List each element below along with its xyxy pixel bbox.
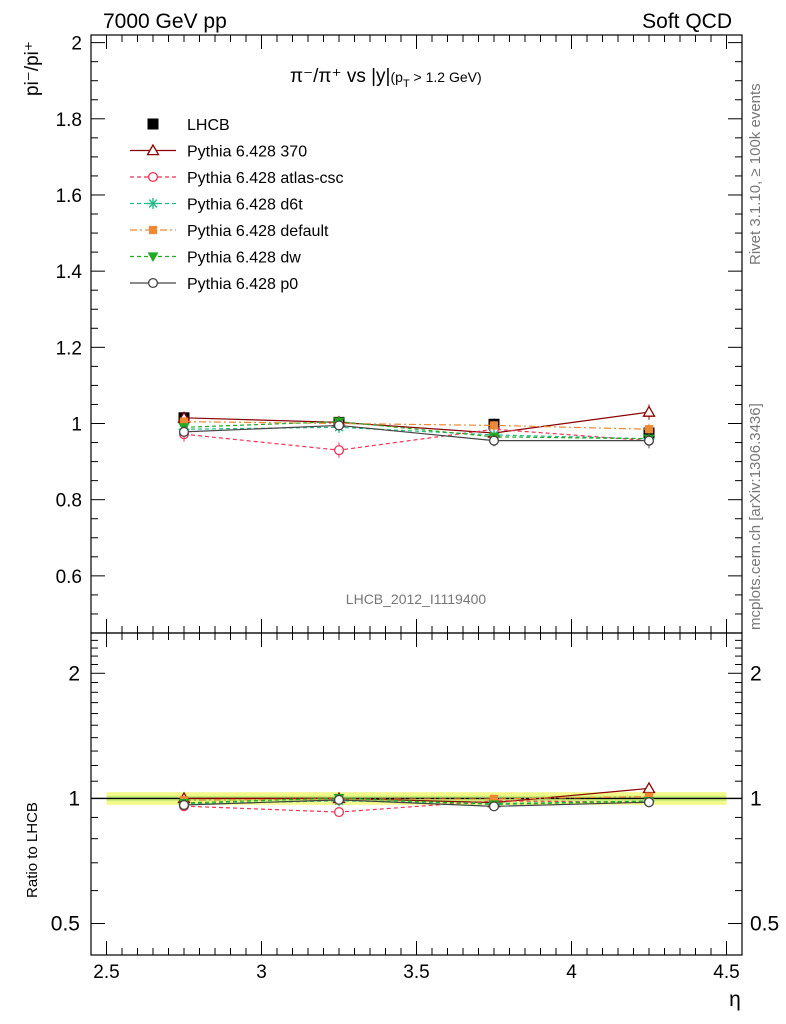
ratio-series-5 <box>178 794 655 812</box>
x-tick-label: 3 <box>256 962 267 983</box>
ratio-point <box>642 781 656 794</box>
legend: LHCB Pythia 6.428 370 Pythia 6.428 atlas-c… <box>130 117 344 293</box>
ratio-point <box>178 799 190 811</box>
legend-marker <box>147 252 159 262</box>
legend-label: Pythia 6.428 atlas-csc <box>187 170 344 187</box>
x-tick-label: 3.5 <box>403 962 429 983</box>
legend-marker-stroke <box>148 199 158 208</box>
mc-point <box>333 420 345 431</box>
ratio-point <box>333 794 345 805</box>
mc-series-line <box>183 428 650 451</box>
header-left: 7000 GeV pp <box>103 10 227 33</box>
x-tick-label: 4.5 <box>713 962 739 983</box>
legend-marker <box>147 198 159 209</box>
ratio-y-tick-label: 1 <box>68 787 80 810</box>
ratio-series-line <box>183 796 650 801</box>
y-tick-label: 1.6 <box>56 186 82 207</box>
ratio-series-line <box>183 797 650 806</box>
ratio-y-tick-label-right: 1 <box>750 787 762 810</box>
legend-entry-1: Pythia 6.428 atlas-csc <box>130 170 344 187</box>
xlabel: η <box>729 988 741 1011</box>
legend-marker <box>147 171 159 183</box>
y-tick-label: 1.2 <box>56 338 82 359</box>
ratio-y-tick-label: 0.5 <box>51 913 80 936</box>
legend-label: LHCB <box>187 117 230 134</box>
ratio-series-line <box>183 799 650 807</box>
ratio-y-tick-label-right: 2 <box>750 662 762 685</box>
legend-entry-5: Pythia 6.428 p0 <box>130 276 298 293</box>
y-tick-label: 1.4 <box>56 262 83 283</box>
y-tick-label: 0.6 <box>56 567 82 588</box>
mc-series-line <box>183 421 650 430</box>
ratio-series-line <box>184 787 650 804</box>
y-tick-label: 0.8 <box>56 491 82 512</box>
mc-point <box>643 435 655 446</box>
main-panel: 0.6 0.8 1 1.2 1.4 1.6 1.8 2 <box>56 34 743 634</box>
ratio-point <box>489 794 499 804</box>
ratio-point <box>644 792 654 801</box>
ratio-panel: 2.5 3 3.5 4 4.5 0.5 0.5 1 1 2 2 <box>51 632 779 983</box>
mc-point <box>333 445 345 456</box>
y-tick-label: 1.8 <box>56 110 82 131</box>
mc-point <box>179 417 189 426</box>
mc-point <box>488 435 500 446</box>
legend-marker <box>148 225 158 235</box>
rivet-label: Rivet 3.1.10, ≥ 100k events <box>747 83 764 265</box>
header-right: Soft QCD <box>642 10 732 33</box>
legend-label: Pythia 6.428 default <box>187 223 329 240</box>
ratio-point <box>333 807 345 818</box>
legend-label: Pythia 6.428 d6t <box>187 197 303 214</box>
legend-marker <box>146 143 160 156</box>
legend-label: Pythia 6.428 370 <box>187 144 307 161</box>
legend-marker <box>147 277 159 289</box>
legend-entry-0: Pythia 6.428 370 <box>130 144 307 161</box>
chart-title: π⁻/π⁺ vs |y|(pT > 1.2 GeV) <box>290 66 482 90</box>
legend-label: Pythia 6.428 dw <box>187 250 301 267</box>
y-tick-label: 2 <box>71 34 82 55</box>
ratio-point <box>643 797 655 808</box>
mc-series-line <box>183 411 650 434</box>
legend-entry-3: Pythia 6.428 default <box>130 223 329 240</box>
mc-point <box>642 405 656 417</box>
main-ylabel: pi⁻/pi⁺ <box>22 41 43 96</box>
mc-point <box>178 426 190 437</box>
legend-entry-4: Pythia 6.428 dw <box>130 250 301 267</box>
x-tick-label: 4 <box>566 962 577 983</box>
ratio-point <box>488 801 500 812</box>
analysis-watermark: LHCB_2012_I1119400 <box>346 591 487 607</box>
mc-series-5 <box>178 420 655 449</box>
ratio-y-tick-label-right: 0.5 <box>750 913 779 936</box>
y-tick-label: 1 <box>71 415 82 436</box>
ratio-series-line <box>183 800 650 813</box>
legend-marker-lhcb <box>147 118 159 130</box>
legend-entry-2: Pythia 6.428 d6t <box>130 197 303 214</box>
mcplots-label: mcplots.cern.ch [arXiv:1306.3436] <box>747 403 764 630</box>
mc-point <box>489 421 499 430</box>
ratio-ylabel: Ratio to LHCB <box>24 802 41 898</box>
ratio-y-tick-label: 2 <box>68 662 80 685</box>
legend-label: Pythia 6.428 p0 <box>187 276 298 293</box>
x-tick-label: 2.5 <box>93 962 119 983</box>
mc-series-line <box>183 424 649 442</box>
mc-point <box>644 425 654 434</box>
legend-entry-lhcb: LHCB <box>147 117 230 134</box>
mc-series-line <box>183 421 650 440</box>
